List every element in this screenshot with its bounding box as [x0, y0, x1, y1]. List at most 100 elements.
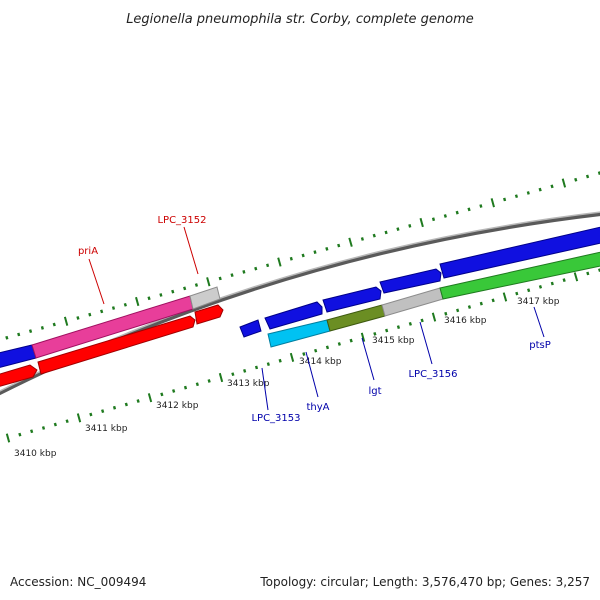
- scale-minor-tick: [218, 276, 222, 281]
- scale-minor-tick: [574, 177, 578, 182]
- gene-blue-b[interactable]: [322, 286, 382, 313]
- tick-label-3414: 3414 kbp: [299, 357, 342, 367]
- scale-minor-tick: [30, 429, 34, 434]
- scale-minor-tick: [538, 285, 543, 289]
- scale-major-tick: [5, 433, 11, 443]
- gene-blue-a[interactable]: [264, 301, 323, 330]
- scale-minor-tick: [443, 214, 447, 218]
- gene-ptsP[interactable]: [439, 250, 600, 300]
- scale-minor-tick: [159, 293, 163, 297]
- scale-minor-tick: [254, 365, 259, 370]
- scale-minor-tick: [195, 382, 199, 387]
- scale-minor-tick: [231, 372, 235, 377]
- accession-text: Accession: NC_009494: [10, 575, 146, 589]
- scale-minor-tick: [207, 379, 211, 383]
- label-thyA[interactable]: thyA: [306, 402, 329, 413]
- gene-blue-c[interactable]: [379, 268, 442, 294]
- scale-minor-tick: [313, 250, 317, 254]
- scale-minor-tick: [396, 325, 401, 330]
- scale-minor-tick: [101, 409, 105, 414]
- scale-minor-tick: [491, 298, 495, 303]
- scale-minor-tick: [52, 322, 56, 327]
- scale-minor-tick: [372, 233, 376, 238]
- scale-minor-tick: [479, 301, 483, 306]
- scale-major-tick: [561, 178, 567, 188]
- gene-red-left-small[interactable]: [0, 364, 38, 389]
- scale-minor-tick: [455, 210, 459, 215]
- label-LPC_3152[interactable]: LPC_3152: [157, 215, 206, 226]
- scale-minor-tick: [515, 291, 519, 296]
- scale-minor-tick: [5, 335, 9, 340]
- scale-minor-tick: [408, 224, 412, 228]
- gene-LPC_3156[interactable]: [381, 287, 444, 317]
- scale-major-tick: [419, 217, 424, 228]
- scale-major-tick: [573, 272, 579, 282]
- scale-minor-tick: [444, 311, 448, 316]
- scale-track: [5, 171, 600, 443]
- gene-blue-long[interactable]: [439, 225, 600, 279]
- scale-minor-tick: [123, 302, 127, 307]
- scale-minor-tick: [172, 389, 176, 393]
- label-priA[interactable]: priA: [78, 246, 98, 257]
- label-lgt[interactable]: lgt: [368, 386, 381, 397]
- scale-major-tick: [289, 352, 295, 362]
- scale-major-tick: [135, 296, 140, 307]
- scale-minor-tick: [183, 286, 187, 291]
- gene-red-short[interactable]: [194, 304, 224, 325]
- scale-labels: 3410 kbp 3411 kbp 3412 kbp 3413 kbp 3414…: [14, 297, 560, 459]
- label-ptsP[interactable]: ptsP: [529, 340, 551, 351]
- scale-minor-tick: [89, 412, 93, 417]
- gene-red-long[interactable]: [37, 315, 196, 375]
- label-LPC_3156[interactable]: LPC_3156: [408, 369, 457, 380]
- scale-minor-tick: [467, 305, 472, 309]
- scale-minor-tick: [431, 217, 436, 222]
- scale-major-tick: [206, 277, 211, 287]
- scale-major-tick: [348, 237, 353, 247]
- scale-minor-tick: [254, 266, 258, 271]
- tick-label-3413: 3413 kbp: [227, 379, 270, 389]
- scale-major-tick: [76, 413, 82, 423]
- gene-LPC_3152[interactable]: [189, 286, 221, 310]
- scale-minor-tick: [136, 399, 140, 403]
- scale-minor-tick: [562, 278, 566, 283]
- tick-label-3416: 3416 kbp: [444, 316, 487, 326]
- scale-minor-tick: [349, 338, 353, 343]
- scale-minor-tick: [503, 197, 507, 202]
- scale-minor-tick: [124, 402, 128, 407]
- scale-minor-tick: [147, 296, 151, 301]
- genome-summary-text: Topology: circular; Length: 3,576,470 bp…: [259, 575, 590, 589]
- scale-major-tick: [218, 372, 224, 383]
- scale-minor-tick: [396, 227, 400, 231]
- scale-minor-tick: [171, 289, 175, 294]
- scale-minor-tick: [266, 362, 270, 367]
- scale-minor-tick: [28, 329, 33, 334]
- scale-minor-tick: [325, 345, 330, 350]
- scale-minor-tick: [112, 405, 117, 410]
- scale-minor-tick: [479, 204, 483, 208]
- scale-minor-tick: [65, 419, 69, 424]
- gene-blue-tiny[interactable]: [239, 319, 262, 338]
- scale-minor-tick: [420, 318, 424, 323]
- scale-minor-tick: [41, 426, 46, 430]
- label-LPC_3153[interactable]: LPC_3153: [251, 413, 300, 424]
- scale-minor-tick: [88, 312, 92, 317]
- map-title: Legionella pneumophila str. Corby, compl…: [126, 12, 474, 27]
- scale-minor-tick: [194, 283, 199, 287]
- scale-minor-tick: [325, 246, 329, 251]
- scale-major-tick: [63, 316, 69, 326]
- scale-minor-tick: [586, 271, 590, 276]
- scale-major-tick: [147, 393, 153, 403]
- scale-minor-tick: [538, 187, 542, 192]
- scale-minor-tick: [40, 326, 44, 330]
- scale-minor-tick: [514, 194, 519, 199]
- tick-label-3410: 3410 kbp: [14, 449, 57, 459]
- scale-minor-tick: [111, 306, 116, 310]
- scale-major-tick: [277, 257, 282, 267]
- scale-minor-tick: [467, 207, 471, 212]
- scale-minor-tick: [18, 432, 22, 437]
- scale-minor-tick: [17, 332, 21, 337]
- scale-minor-tick: [337, 243, 341, 248]
- scale-minor-tick: [456, 308, 460, 313]
- scale-major-tick: [502, 292, 508, 302]
